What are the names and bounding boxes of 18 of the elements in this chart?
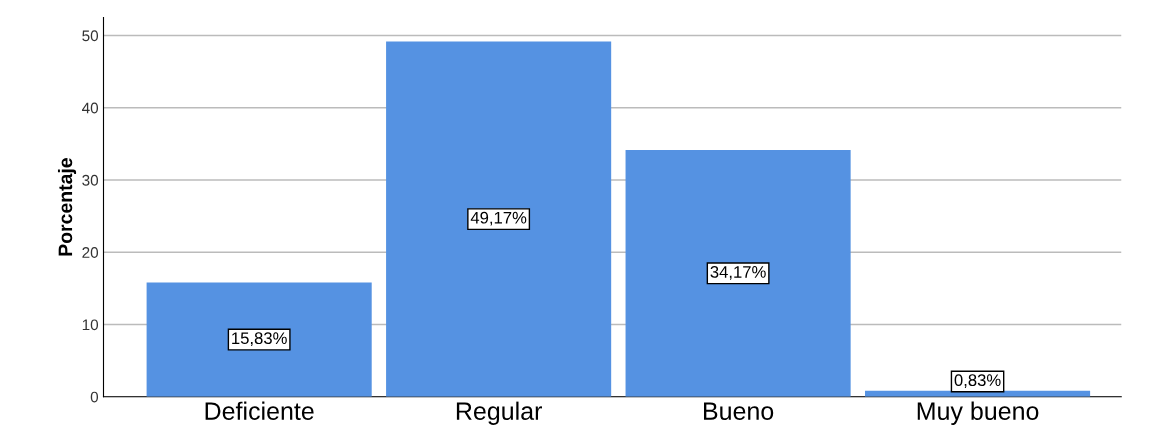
y-tick-label: 50 <box>82 30 99 42</box>
y-tick-label: 40 <box>82 102 99 114</box>
data-label: 49,17% <box>470 211 527 226</box>
y-tick-label: 10 <box>82 319 99 331</box>
x-tick-label: Regular <box>456 401 542 425</box>
data-label: 34,17% <box>710 265 766 280</box>
bar <box>146 282 372 397</box>
y-axis-title: Porcentaje <box>57 158 77 256</box>
x-tick-label: Bueno <box>704 402 774 420</box>
bar <box>386 41 612 397</box>
x-tick-label: Deficiente <box>205 401 314 420</box>
data-label: 0,83% <box>954 374 1001 388</box>
data-label: 15,83% <box>232 332 287 347</box>
bar <box>625 149 851 397</box>
y-tick-label: 0 <box>90 391 99 403</box>
x-tick-label: Muy bueno <box>917 401 1039 425</box>
y-tick-label: 30 <box>82 174 99 186</box>
y-tick-label: 20 <box>82 247 99 258</box>
